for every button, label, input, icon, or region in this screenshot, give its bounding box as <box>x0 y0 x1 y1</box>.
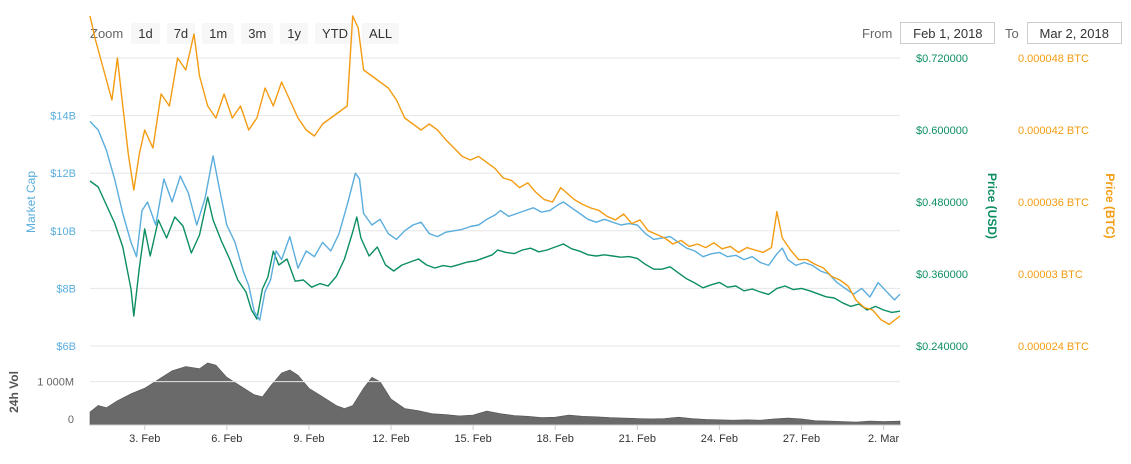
btc-tick-label: 0.00003 BTC <box>1018 269 1083 281</box>
volume-tick-label: 1 000M <box>37 377 74 389</box>
x-tick-label: 18. Feb <box>537 433 574 445</box>
from-label: From <box>862 25 893 41</box>
price-btc-series-line <box>89 15 901 326</box>
btc-axis-title: Price (BTC) <box>1103 173 1117 238</box>
market-cap-series-line <box>89 120 901 321</box>
x-tick-label: 15. Feb <box>454 433 491 445</box>
date-range-from: From <box>862 22 996 44</box>
btc-tick-label: 0.000024 BTC <box>1018 341 1089 353</box>
market-cap-tick-label: $12B <box>50 168 76 180</box>
x-tick-label: 12. Feb <box>372 433 409 445</box>
x-tick-label: 9. Feb <box>293 433 324 445</box>
zoom-3m-button[interactable]: 3m <box>241 22 274 44</box>
market-cap-tick-label: $10B <box>50 226 76 238</box>
date-range-to: To <box>1005 22 1122 44</box>
btc-tick-label: 0.000036 BTC <box>1018 197 1089 209</box>
zoom-7d-button[interactable]: 7d <box>166 22 196 44</box>
from-date-input[interactable] <box>900 22 996 44</box>
usd-tick-label: $0.600000 <box>916 125 968 137</box>
zoom-toolbar: Zoom 1d 7d 1m 3m 1y YTD ALL <box>90 22 406 44</box>
zoom-label: Zoom <box>90 25 124 41</box>
usd-tick-label: $0.240000 <box>916 341 968 353</box>
x-tick-label: 21. Feb <box>619 433 656 445</box>
market-cap-tick-label: $6B <box>56 341 76 353</box>
zoom-all-button[interactable]: ALL <box>362 22 400 44</box>
x-tick-label: 27. Feb <box>783 433 820 445</box>
price-usd-series-line <box>89 180 901 320</box>
usd-tick-label: $0.480000 <box>916 197 968 209</box>
zoom-1m-button[interactable]: 1m <box>202 22 235 44</box>
zoom-ytd-button[interactable]: YTD <box>315 22 356 44</box>
btc-tick-label: 0.000042 BTC <box>1018 125 1089 137</box>
usd-tick-label: $0.720000 <box>916 53 968 65</box>
x-tick-label: 6. Feb <box>211 433 242 445</box>
volume-series-area <box>89 362 901 426</box>
to-label: To <box>1005 25 1019 41</box>
x-tick-label: 24. Feb <box>701 433 738 445</box>
market-cap-tick-label: $14B <box>50 111 76 123</box>
market-cap-axis-title: Market Cap <box>24 171 38 233</box>
zoom-1y-button[interactable]: 1y <box>280 22 309 44</box>
volume-tick-label: 0 <box>68 414 74 426</box>
btc-tick-label: 0.000048 BTC <box>1018 53 1089 65</box>
to-date-input[interactable] <box>1026 22 1122 44</box>
volume-axis-title: 24h Vol <box>7 371 21 413</box>
zoom-1d-button[interactable]: 1d <box>131 22 160 44</box>
usd-axis-title: Price (USD) <box>985 173 999 239</box>
market-cap-tick-label: $8B <box>56 283 76 295</box>
usd-tick-label: $0.360000 <box>916 269 968 281</box>
x-tick-label: 2. Mar <box>868 433 900 445</box>
x-tick-label: 3. Feb <box>129 433 160 445</box>
